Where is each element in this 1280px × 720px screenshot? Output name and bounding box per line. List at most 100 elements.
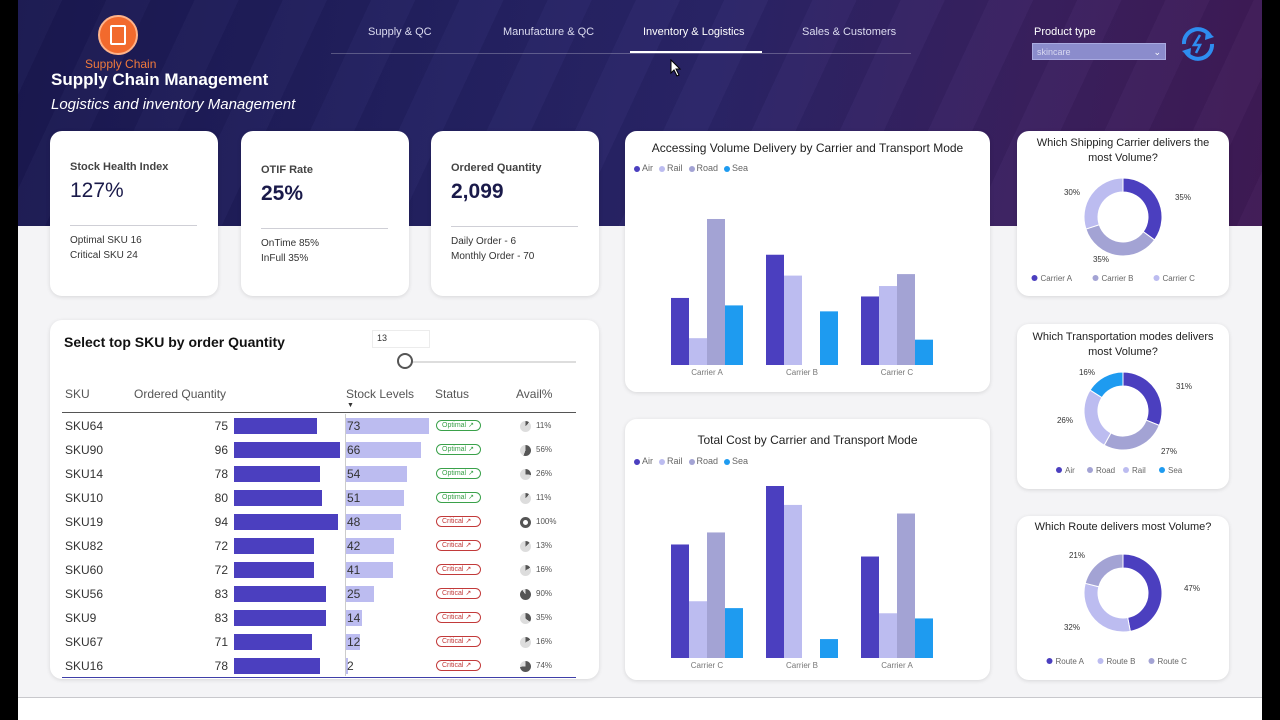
- volume-chart-card: Accessing Volume Delivery by Carrier and…: [625, 131, 990, 392]
- legend-dot: [1031, 275, 1038, 281]
- bar-air-0[interactable]: [671, 297, 689, 365]
- table-row[interactable]: SKU82 72 42 Critical ↗ 13%: [50, 534, 590, 558]
- bar-road-0[interactable]: [707, 218, 725, 365]
- table-row[interactable]: SKU67 71 12 Critical ↗ 16%: [50, 630, 590, 654]
- col-header-sku[interactable]: SKU: [65, 387, 90, 401]
- legend-rail: Rail: [667, 163, 683, 173]
- status-badge: Critical ↗: [436, 540, 481, 551]
- donut-slice-route-a[interactable]: [1122, 553, 1163, 632]
- tab-sales-customers[interactable]: Sales & Customers: [802, 26, 897, 38]
- tab-manufacture-qc[interactable]: Manufacture & QC: [503, 26, 595, 38]
- stock-cell: 42: [347, 539, 361, 553]
- data-label: 32%: [1064, 623, 1080, 632]
- bar-sea-0[interactable]: [725, 305, 743, 365]
- qty-cell: 83: [214, 611, 228, 625]
- bar-air-1[interactable]: [766, 486, 784, 658]
- bar-air-2[interactable]: [861, 296, 879, 365]
- bar-rail-0[interactable]: [689, 601, 707, 658]
- bar-air-0[interactable]: [671, 544, 689, 658]
- bar-sea-2[interactable]: [915, 339, 933, 365]
- donut-slice-route-c[interactable]: [1084, 553, 1124, 588]
- table-bottom-line: [62, 677, 576, 678]
- bar-sea-1[interactable]: [820, 639, 838, 658]
- bar-rail-2[interactable]: [879, 613, 897, 658]
- bar-sea-0[interactable]: [725, 608, 743, 658]
- table-row[interactable]: SKU64 75 73 Optimal ↗ 11%: [50, 414, 590, 438]
- table-row[interactable]: SKU16 78 2 Critical ↗ 74%: [50, 654, 590, 678]
- bar-air-2[interactable]: [861, 556, 879, 658]
- legend-label: Route B: [1107, 657, 1136, 666]
- table-row[interactable]: SKU60 72 41 Critical ↗ 16%: [50, 558, 590, 582]
- bar-road-2[interactable]: [897, 274, 915, 365]
- refresh-icon[interactable]: [1176, 22, 1220, 66]
- donut-slice-route-b[interactable]: [1083, 582, 1131, 633]
- chart-title: most Volume?: [1088, 346, 1158, 358]
- stock-cell: 73: [347, 419, 361, 433]
- donut-slice-sea[interactable]: [1089, 371, 1124, 399]
- kpi-value: 25%: [261, 182, 304, 205]
- legend-label: Route A: [1056, 657, 1085, 666]
- transport-donut-chart: Which Transportation modes delivers most …: [1033, 331, 1214, 475]
- bar-rail-0[interactable]: [689, 338, 707, 365]
- tab-supply-qc[interactable]: Supply & QC: [368, 26, 432, 38]
- avail-cell: 56%: [536, 445, 553, 454]
- legend-dot: [1087, 467, 1093, 473]
- table-row[interactable]: SKU9 83 14 Critical ↗ 35%: [50, 606, 590, 630]
- legend-label: Carrier B: [1102, 274, 1134, 283]
- bar-rail-2[interactable]: [879, 286, 897, 365]
- cost-bar-chart: Carrier C Carrier B Carrier A: [671, 486, 933, 670]
- legend-dot: [1148, 658, 1155, 664]
- top-n-input[interactable]: 13: [372, 330, 430, 348]
- x-tick-label: Carrier A: [691, 368, 723, 377]
- table-row[interactable]: SKU14 78 54 Optimal ↗ 26%: [50, 462, 590, 486]
- bar-rail-1[interactable]: [784, 275, 802, 365]
- divider: [261, 228, 388, 229]
- qty-cell: 72: [214, 563, 228, 577]
- avail-cell: 26%: [536, 469, 553, 478]
- stock-bar: [346, 490, 404, 506]
- donut-slice-carrier-a[interactable]: [1122, 177, 1163, 241]
- donut-slice-rail[interactable]: [1083, 389, 1112, 446]
- qty-cell: 96: [214, 443, 228, 457]
- bar-road-0[interactable]: [707, 532, 725, 658]
- table-row[interactable]: SKU10 80 51 Optimal ↗ 11%: [50, 486, 590, 510]
- legend-rail: Rail: [667, 456, 683, 466]
- qty-cell: 94: [214, 515, 228, 529]
- slider-handle[interactable]: [397, 353, 413, 369]
- divider: [70, 225, 197, 226]
- donut-slice-road[interactable]: [1103, 419, 1160, 451]
- legend-label: Sea: [1168, 466, 1183, 475]
- qty-cell: 78: [214, 467, 228, 481]
- col-header-stock[interactable]: Stock Levels: [346, 387, 415, 401]
- table-row[interactable]: SKU56 83 25 Critical ↗ 90%: [50, 582, 590, 606]
- donut-slice-air[interactable]: [1122, 371, 1163, 427]
- stock-cell: 25: [347, 587, 361, 601]
- tab-inventory-logistics[interactable]: Inventory & Logistics: [643, 26, 745, 38]
- footer-band: [18, 697, 1262, 720]
- x-tick-label: Carrier C: [881, 368, 914, 377]
- table-row[interactable]: SKU19 94 48 Critical ↗ 100%: [50, 510, 590, 534]
- bar-sea-2[interactable]: [915, 618, 933, 658]
- x-tick-label: Carrier B: [786, 661, 818, 670]
- table-title: Select top SKU by order Quantity: [64, 334, 285, 350]
- stock-cell: 66: [347, 443, 361, 457]
- bar-sea-1[interactable]: [820, 311, 838, 365]
- qty-bar: [234, 538, 314, 554]
- header-divider: [62, 412, 576, 413]
- bar-air-1[interactable]: [766, 254, 784, 365]
- table-row[interactable]: SKU90 96 66 Optimal ↗ 56%: [50, 438, 590, 462]
- donut-slice-carrier-c[interactable]: [1083, 177, 1124, 230]
- stock-bar: [346, 562, 393, 578]
- col-header-avail[interactable]: Avail%: [516, 387, 553, 401]
- slider-track[interactable]: [405, 361, 576, 363]
- col-header-status[interactable]: Status: [435, 387, 470, 401]
- chart-title: Total Cost by Carrier and Transport Mode: [697, 433, 918, 447]
- col-header-qty[interactable]: Ordered Quantity: [134, 387, 227, 401]
- active-tab-indicator: [630, 51, 762, 53]
- kpi-value: 2,099: [451, 180, 504, 203]
- avail-cell: 13%: [536, 541, 553, 550]
- product-type-select[interactable]: skincare ⌄: [1032, 43, 1166, 60]
- bar-road-2[interactable]: [897, 513, 915, 658]
- bar-rail-1[interactable]: [784, 504, 802, 658]
